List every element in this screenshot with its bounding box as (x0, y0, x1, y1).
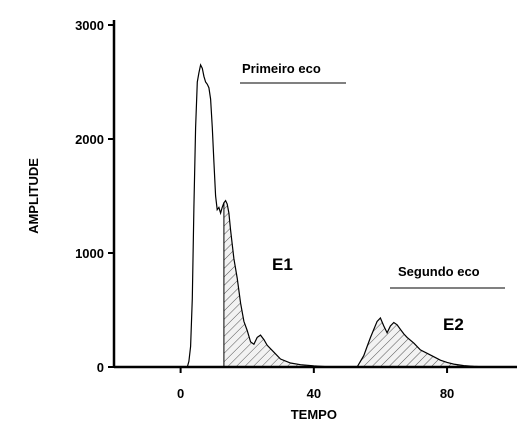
first-echo-label: Primeiro eco (242, 61, 321, 76)
y-tick-label: 2000 (75, 132, 104, 147)
e1-label: E1 (272, 255, 293, 274)
x-tick-label: 80 (440, 386, 454, 401)
series-line (186, 63, 514, 368)
e1-hatched-area (223, 200, 314, 367)
x-tick-label: 0 (177, 386, 184, 401)
y-tick-label: 0 (97, 360, 104, 375)
y-axis-title: AMPLITUDE (26, 158, 41, 234)
e2-hatched-area (360, 317, 481, 367)
ticks: 0 1000 2000 3000 0 40 80 (75, 18, 454, 401)
y-tick-label: 3000 (75, 18, 104, 33)
y-tick-label: 1000 (75, 246, 104, 261)
e2-label: E2 (443, 315, 464, 334)
x-tick-label: 40 (307, 386, 321, 401)
x-axis-title: TEMPO (291, 407, 337, 422)
plot-area (186, 63, 514, 368)
second-echo-label: Segundo eco (398, 264, 480, 279)
axes: 0 1000 2000 3000 0 40 80 (75, 18, 517, 401)
